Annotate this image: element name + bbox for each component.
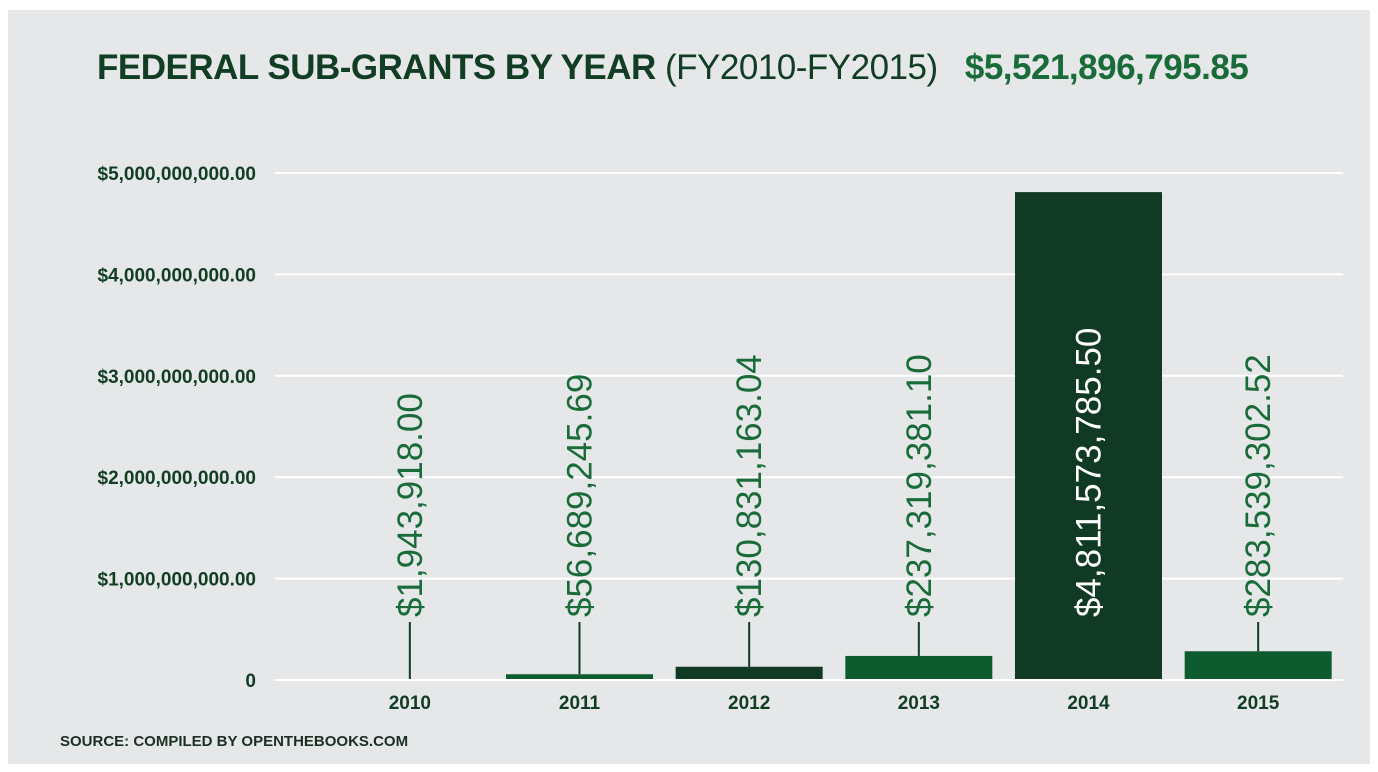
data-label: $283,539,302.52 [1239,354,1278,617]
chart-title: FEDERAL SUB-GRANTS BY YEAR (FY2010-FY201… [97,48,1249,88]
y-tick-label: $1,000,000,000.00 [98,570,257,591]
bar [675,666,823,680]
y-tick-label: $4,000,000,000.00 [98,265,257,286]
y-tick-label: $2,000,000,000.00 [98,468,257,489]
data-label: $4,811,573,785.50 [1070,328,1109,617]
x-tick-label: 2014 [1067,693,1110,714]
data-label: $130,831,163.04 [730,354,769,617]
y-tick-label: 0 [245,671,256,692]
bar [1184,651,1332,680]
data-label: $237,319,381.10 [900,354,939,617]
bar [845,655,993,680]
x-tick-label: 2010 [389,693,431,714]
title-main: FEDERAL SUB-GRANTS BY YEAR [97,48,656,87]
x-tick-label: 2013 [898,693,940,714]
bar [1015,192,1162,680]
y-tick-label: $5,000,000,000.00 [98,164,257,185]
y-tick-label: $3,000,000,000.00 [98,367,257,388]
x-tick-label: 2015 [1237,693,1280,714]
title-total: $5,521,896,795.85 [964,48,1249,87]
title-period: (FY2010-FY2015) [664,48,938,87]
bar [506,674,653,680]
x-tick-label: 2012 [728,693,770,714]
data-label: $56,689,245.69 [561,374,600,617]
x-tick-label: 2011 [559,693,601,714]
data-label: $1,943,918.00 [391,393,430,617]
source-note: SOURCE: COMPILED BY OPENTHEBOOKS.COM [60,733,409,750]
